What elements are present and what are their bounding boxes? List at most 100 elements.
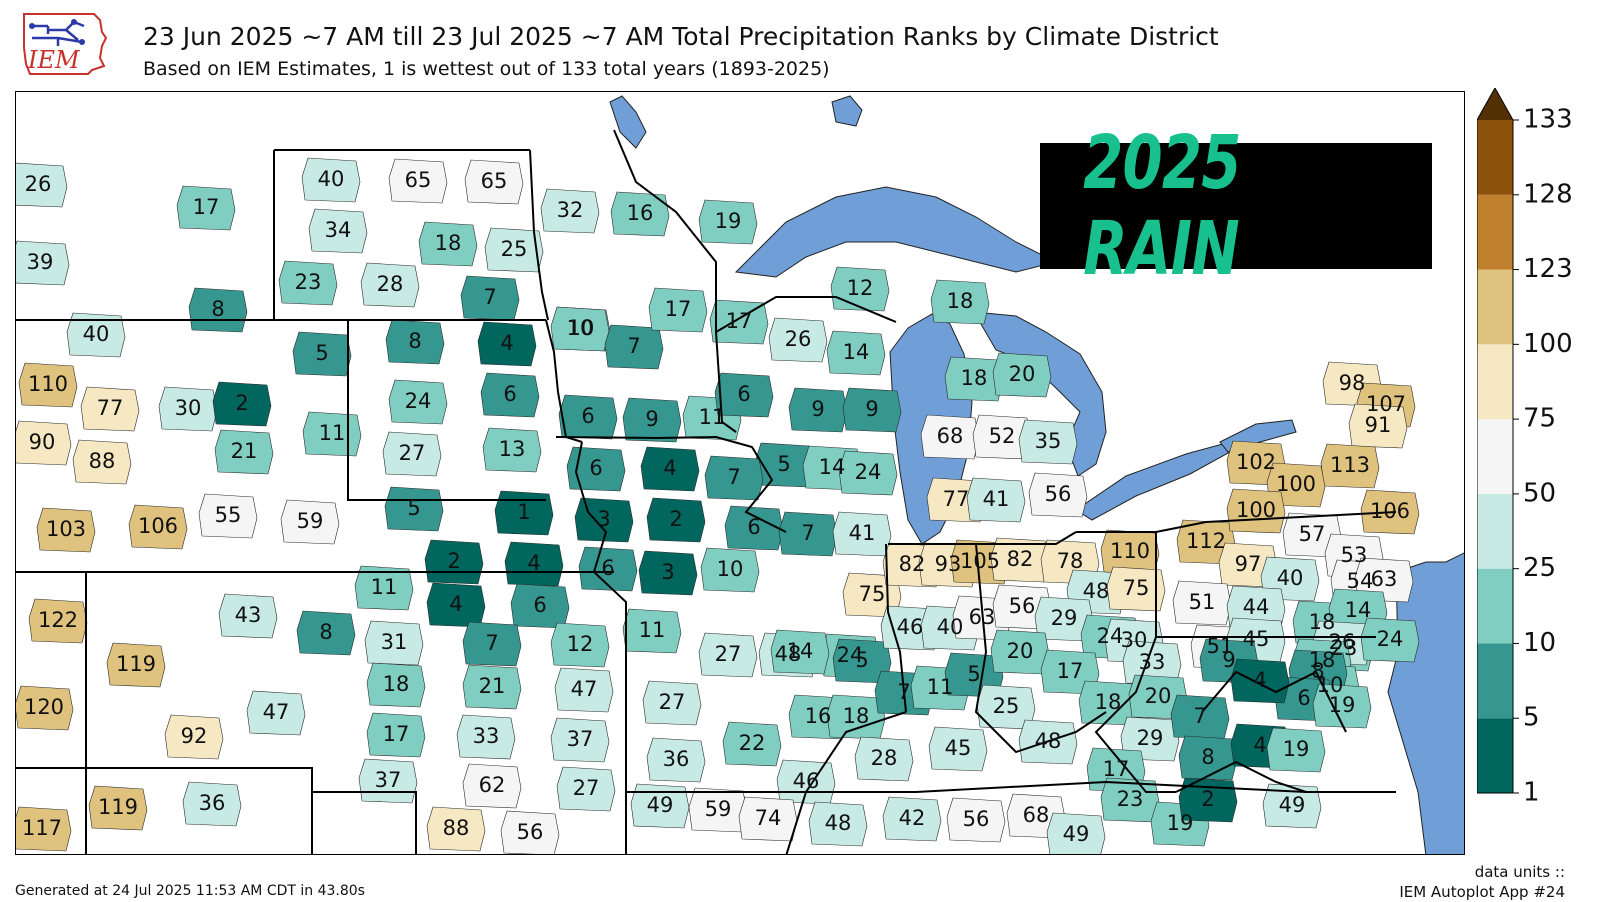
- district-rank-label: 77: [97, 396, 124, 420]
- district-rank-label: 68: [937, 424, 964, 448]
- district-patch: [164, 714, 224, 760]
- district-patch: [418, 221, 478, 267]
- district-rank-label: 11: [371, 575, 398, 599]
- district-rank-label: 28: [871, 746, 898, 770]
- district-rank-label: 48: [775, 642, 802, 666]
- district-rank-label: 6: [589, 456, 602, 480]
- district-rank-label: 40: [83, 322, 110, 346]
- district-patch: [574, 497, 634, 543]
- district-rank-label: 37: [375, 768, 402, 792]
- district-rank-label: 97: [1235, 552, 1262, 576]
- district-rank-label: 91: [1365, 413, 1392, 437]
- district-rank-label: 1: [517, 500, 530, 524]
- district-rank-label: 82: [1007, 547, 1034, 571]
- district-rank-label: 74: [755, 806, 782, 830]
- district-patch: [630, 783, 690, 829]
- district-patch: [788, 387, 848, 433]
- district-rank-label: 16: [805, 704, 832, 728]
- district-rank-label: 10: [567, 316, 594, 340]
- district-patch: [16, 685, 74, 731]
- district-rank-label: 48: [825, 811, 852, 835]
- district-rank-label: 24: [1377, 627, 1404, 651]
- district-rank-label: 37: [567, 727, 594, 751]
- district-rank-label: 56: [963, 807, 990, 831]
- district-rank-label: 21: [479, 674, 506, 698]
- colorbar-tick-label: 10: [1523, 628, 1556, 658]
- district-patch: [928, 726, 988, 772]
- district-rank-label: 28: [377, 272, 404, 296]
- district-patch: [246, 690, 306, 736]
- state-border: [16, 767, 313, 854]
- district-patch: [842, 387, 902, 433]
- district-rank-label: 100: [1236, 498, 1276, 522]
- state-border: [1155, 511, 1397, 533]
- district-patch: [622, 608, 682, 654]
- district-rank-label: 5: [315, 341, 328, 365]
- district-patch: [966, 477, 1026, 523]
- district-rank-label: 17: [665, 297, 692, 321]
- state-border: [312, 791, 417, 854]
- district-patch: [826, 330, 886, 376]
- district-patch: [642, 680, 702, 726]
- district-rank-label: 17: [1103, 757, 1130, 781]
- district-rank-label: 7: [897, 680, 910, 704]
- district-patch: [698, 199, 758, 245]
- district-rank-label: 45: [1243, 627, 1270, 651]
- district-rank-label: 55: [215, 503, 242, 527]
- district-patch: [80, 386, 140, 432]
- district-rank-label: 40: [318, 167, 345, 191]
- district-patch: [920, 414, 980, 460]
- district-rank-label: 3: [661, 560, 674, 584]
- colorbar-bin: [1477, 269, 1513, 345]
- district-patch: [36, 507, 96, 553]
- district-patch: [462, 621, 522, 667]
- district-rank-label: 51: [1189, 590, 1216, 614]
- autoplot-app-label: IEM Autoplot App #24: [1399, 883, 1565, 901]
- district-rank-label: 27: [399, 441, 426, 465]
- district-rank-label: 6: [601, 556, 614, 580]
- district-patch: [778, 511, 838, 557]
- district-patch: [714, 372, 774, 418]
- district-rank-label: 59: [705, 797, 732, 821]
- district-rank-label: 88: [89, 449, 116, 473]
- colorbar-tick-label: 75: [1523, 404, 1556, 434]
- district-rank-label: 18: [1095, 690, 1122, 714]
- district-patch: [722, 721, 782, 767]
- district-rank-label: 49: [1063, 822, 1090, 846]
- district-rank-label: 24: [855, 460, 882, 484]
- colorbar-bin: [1477, 120, 1513, 195]
- state-border: [974, 543, 1107, 754]
- district-patch: [308, 208, 368, 254]
- district-patch: [554, 667, 614, 713]
- district-patch: [550, 717, 610, 763]
- district-patch: [648, 287, 708, 333]
- district-rank-label: 23: [1117, 787, 1144, 811]
- district-rank-label: 48: [1035, 729, 1062, 753]
- district-patch: [278, 260, 338, 306]
- district-rank-label: 120: [24, 695, 64, 719]
- district-rank-label: 12: [847, 276, 874, 300]
- district-rank-label: 77: [943, 487, 970, 511]
- state-borders: [16, 129, 1397, 854]
- district-patch: [930, 279, 990, 325]
- district-rank-label: 90: [29, 430, 56, 454]
- district-patch: [388, 379, 448, 425]
- district-patch: [770, 629, 830, 675]
- district-rank-label: 13: [499, 437, 526, 461]
- district-rank-label: 34: [325, 218, 352, 242]
- district-rank-label: 8: [408, 329, 421, 353]
- district-patch: [1046, 812, 1106, 854]
- district-patch: [1262, 783, 1322, 829]
- district-patch: [477, 321, 537, 367]
- water-body: [831, 95, 863, 127]
- district-rank-label: 4: [1253, 733, 1266, 757]
- district-patch: [566, 446, 626, 492]
- district-rank-label: 17: [1057, 659, 1084, 683]
- district-rank-label: 7: [801, 521, 814, 545]
- colorbar-frame: [1477, 88, 1514, 794]
- district-rank-label: 36: [663, 747, 690, 771]
- district-rank-label: 27: [573, 776, 600, 800]
- district-rank-label: 5: [967, 662, 980, 686]
- district-rank-label: 68: [1023, 803, 1050, 827]
- district-patch: [462, 763, 522, 809]
